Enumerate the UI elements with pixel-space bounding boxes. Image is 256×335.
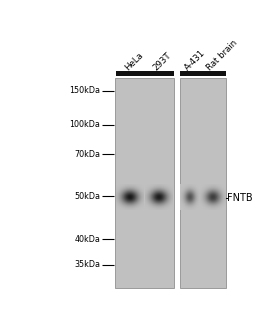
Text: 40kDa: 40kDa — [74, 235, 100, 244]
Bar — [116, 71, 174, 76]
Text: 150kDa: 150kDa — [69, 86, 100, 95]
Bar — [115, 78, 174, 288]
Text: 100kDa: 100kDa — [70, 120, 100, 129]
Text: Rat brain: Rat brain — [205, 38, 239, 72]
Text: 293T: 293T — [152, 50, 173, 72]
Text: 35kDa: 35kDa — [74, 260, 100, 269]
Text: 70kDa: 70kDa — [74, 150, 100, 159]
Bar — [180, 71, 226, 76]
Text: HeLa: HeLa — [123, 50, 145, 72]
Text: 50kDa: 50kDa — [74, 192, 100, 201]
Text: FNTB: FNTB — [227, 193, 253, 203]
Bar — [180, 78, 226, 288]
Text: A-431: A-431 — [183, 48, 207, 72]
